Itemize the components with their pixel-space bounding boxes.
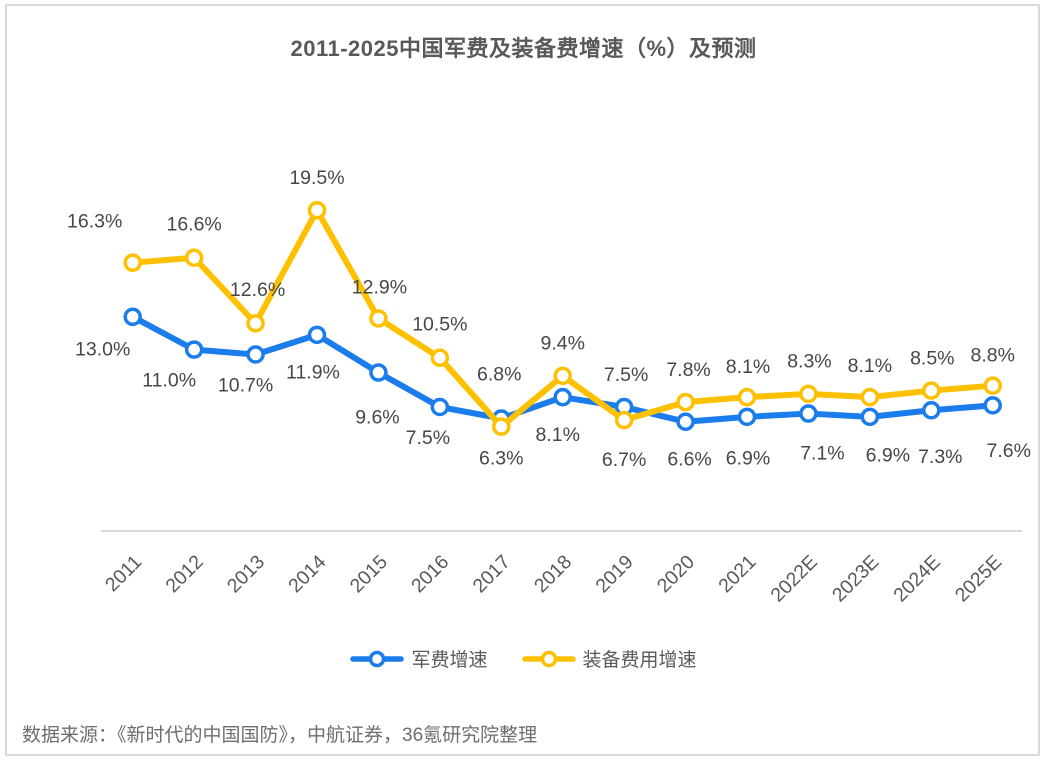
data-label: 7.5% [406,427,450,449]
x-tick-label: 2023E [828,551,883,606]
data-label: 9.4% [540,333,584,355]
data-point-marker [922,381,941,400]
x-tick-label: 2015 [346,551,392,597]
data-point-marker [553,387,572,407]
data-label: 8.3% [787,351,831,373]
x-tick-label: 2020 [653,551,699,597]
data-point-marker [369,309,388,328]
data-label: 8.5% [910,347,954,369]
data-label: 9.6% [355,406,399,428]
data-label: 7.5% [604,364,648,386]
data-label: 10.7% [218,374,273,396]
data-label: 6.9% [866,445,910,467]
data-label: 6.7% [602,449,646,471]
data-point-marker [553,366,572,386]
data-point-marker [983,396,1002,415]
data-point-marker [307,325,327,345]
data-point-marker [922,401,941,420]
data-label: 11.0% [142,369,196,391]
x-tick-label: 2014 [284,551,330,597]
legend-label-equipment: 装备费用增速 [582,650,697,671]
x-tick-label: 2012 [161,551,207,597]
data-point-marker [307,200,327,220]
data-point-marker [184,248,204,268]
data-point-marker [983,376,1002,395]
x-tick-label: 2021 [714,551,760,597]
chart-legend: 军费增速 装备费用增速 [0,645,1047,672]
data-point-marker [860,387,880,407]
data-label: 6.3% [479,448,523,470]
data-label: 6.8% [477,363,521,385]
data-point-marker [430,348,450,368]
data-point-marker [184,340,204,359]
x-tick-label: 2019 [591,551,637,597]
data-label: 16.3% [67,211,122,233]
data-point-marker [799,404,818,423]
data-point-marker [614,410,634,430]
x-tick-label: 2025E [951,551,1006,606]
data-point-marker [430,397,450,417]
data-point-marker [246,314,265,333]
data-point-marker [676,392,695,412]
data-point-marker [369,363,388,382]
x-tick-label: 2022E [767,551,822,606]
chart-title: 2011-2025中国军费及装备费增速（%）及预测 [290,36,757,61]
data-point-marker [737,387,757,407]
legend-item-military: 军费增速 [350,645,488,672]
data-label: 7.6% [986,440,1030,462]
data-label: 8.8% [970,345,1014,367]
data-point-marker [676,412,695,432]
data-label: 12.6% [230,279,285,301]
data-point-marker [123,307,142,327]
source-note: 数据来源：《新时代的中国国防》，中航证券，36氪研究院整理 [22,725,538,746]
data-label: 8.1% [726,356,770,378]
legend-label-military: 军费增速 [411,650,488,671]
x-tick-label: 2016 [407,551,453,597]
data-label: 8.1% [848,355,892,377]
x-tick-label: 2024E [889,551,944,606]
data-label: 11.9% [286,362,340,384]
data-point-marker [799,384,818,404]
data-point-marker [246,345,265,364]
x-tick-label: 2017 [469,551,515,597]
data-point-marker [123,253,142,272]
data-point-marker [737,407,757,427]
data-point-marker [860,407,880,427]
legend-item-equipment: 装备费用增速 [521,645,697,672]
x-tick-label: 2011 [101,551,146,596]
data-point-marker [492,417,511,436]
data-label: 19.5% [289,167,344,189]
data-label: 6.9% [726,448,770,470]
x-tick-label: 2013 [223,551,269,597]
x-tick-label: 2018 [530,551,576,597]
military-series-marker-icon [350,650,405,667]
data-label: 7.8% [666,359,710,381]
data-label: 16.6% [166,214,221,236]
data-label: 7.3% [918,446,962,468]
data-label: 8.1% [535,424,579,446]
data-label: 6.6% [667,449,711,471]
data-label: 7.1% [800,442,844,464]
data-label: 10.5% [412,314,467,336]
equipment-series-marker-icon [521,650,576,667]
data-label: 12.9% [352,276,407,298]
data-label: 13.0% [75,339,130,361]
